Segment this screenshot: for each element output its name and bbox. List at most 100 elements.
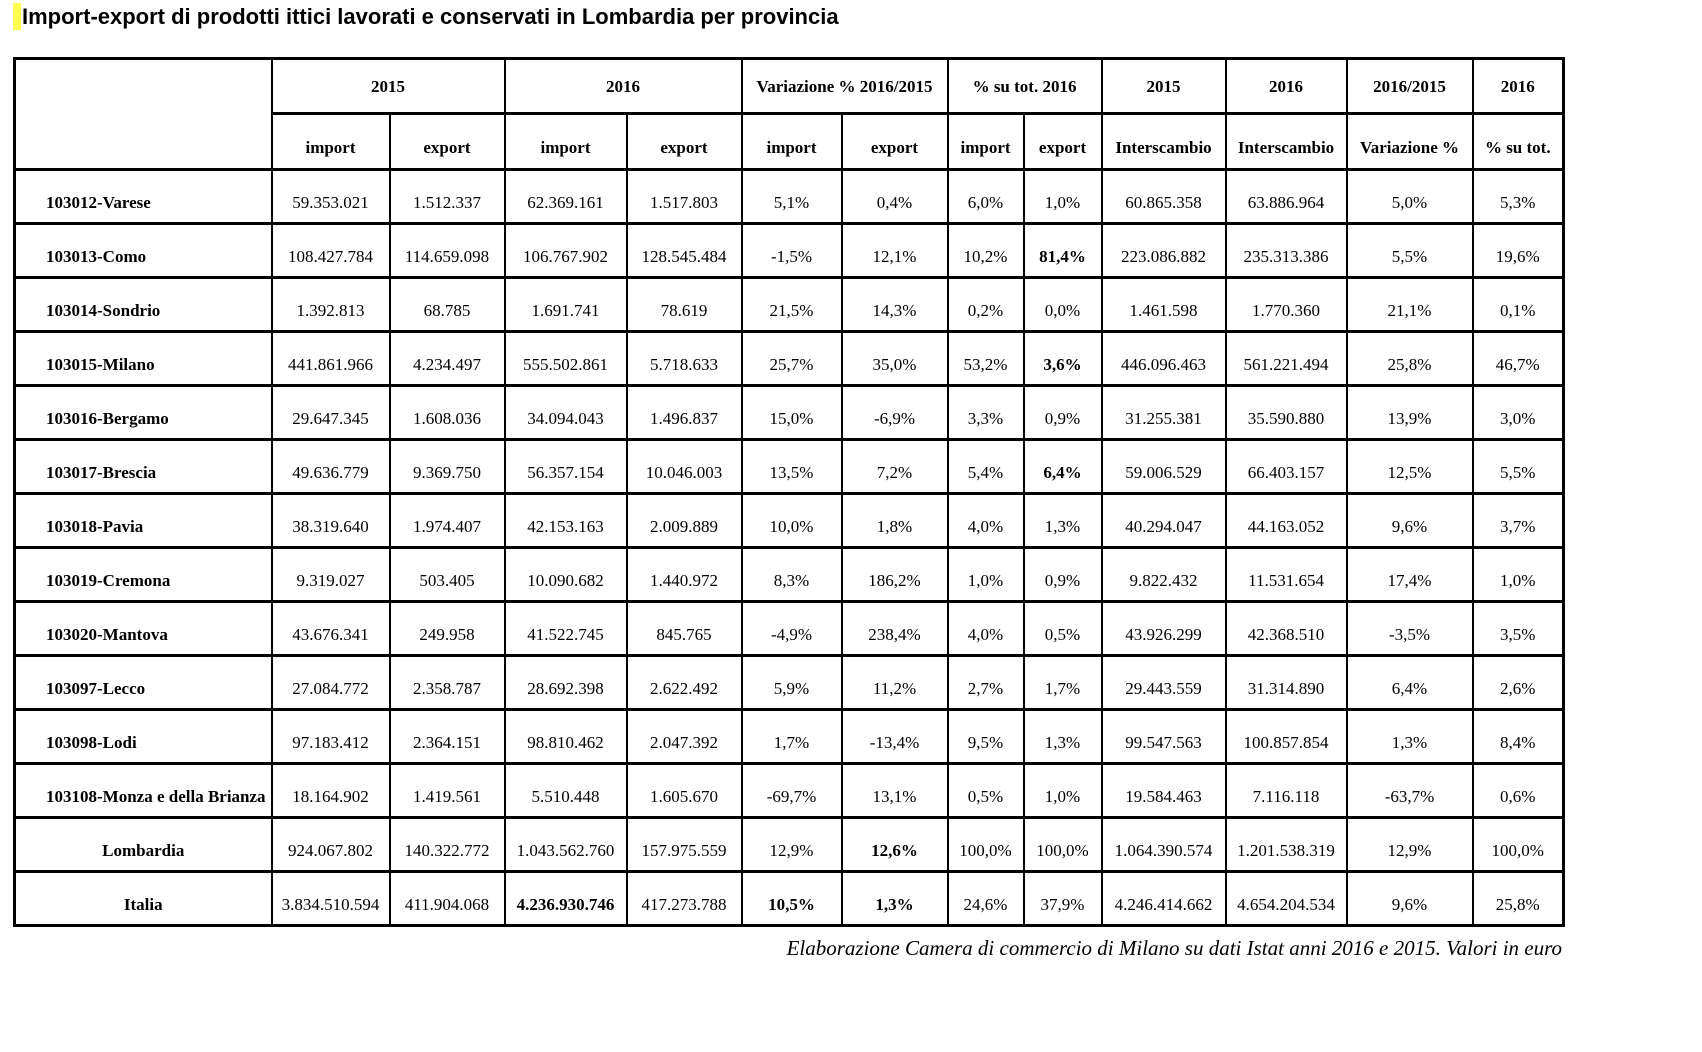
- table-cell: 5,3%: [1471, 168, 1565, 225]
- table-cell: 8,4%: [1471, 708, 1565, 765]
- table-cell: -6,9%: [840, 384, 949, 441]
- table-cell: 3,5%: [1471, 600, 1565, 657]
- table-cell: 1.608.036: [388, 384, 506, 441]
- header-sub-row: import export import export import expor…: [15, 112, 1565, 171]
- table-cell: -1,5%: [740, 222, 843, 279]
- table-cell: 9,6%: [1345, 492, 1474, 549]
- row-label: 103020-Mantova: [13, 600, 273, 657]
- table-cell: 106.767.902: [503, 222, 628, 279]
- table-cell: 9.369.750: [388, 438, 506, 495]
- table-cell: 1.043.562.760: [503, 816, 628, 873]
- table-cell: 3,0%: [1471, 384, 1565, 441]
- row-label: 103012-Varese: [13, 168, 273, 225]
- table-cell: 1,0%: [1022, 168, 1103, 225]
- table-cell: 5.510.448: [503, 762, 628, 819]
- column-subheader: Variazione %: [1345, 112, 1474, 171]
- table-cell: 0,2%: [946, 276, 1025, 333]
- table-row: 103097-Lecco 27.084.772 2.358.787 28.692.39…: [13, 654, 1565, 711]
- table-cell: 78.619: [625, 276, 743, 333]
- table-cell: 12,1%: [840, 222, 949, 279]
- table-cell: 1.605.670: [625, 762, 743, 819]
- table-cell: 37,9%: [1022, 870, 1103, 927]
- table-cell: 1.770.360: [1224, 276, 1348, 333]
- table-cell: 12,9%: [1345, 816, 1474, 873]
- table-cell: 0,4%: [840, 168, 949, 225]
- table-cell: 56.357.154: [503, 438, 628, 495]
- table-cell: 25,8%: [1345, 330, 1474, 387]
- table-cell: -63,7%: [1345, 762, 1474, 819]
- table-cell: 5,0%: [1345, 168, 1474, 225]
- table-cell: 28.692.398: [503, 654, 628, 711]
- table-cell: 98.810.462: [503, 708, 628, 765]
- table-cell: 235.313.386: [1224, 222, 1348, 279]
- column-subheader: import: [946, 112, 1025, 171]
- table-cell: 11.531.654: [1224, 546, 1348, 603]
- table-cell: 21,1%: [1345, 276, 1474, 333]
- table-cell: 29.647.345: [270, 384, 391, 441]
- table-cell: 34.094.043: [503, 384, 628, 441]
- table-cell: 68.785: [388, 276, 506, 333]
- table-cell: 924.067.802: [270, 816, 391, 873]
- table-cell: 12,6%: [840, 816, 949, 873]
- table-cell: 561.221.494: [1224, 330, 1348, 387]
- table-cell: 0,9%: [1022, 384, 1103, 441]
- table-cell: 21,5%: [740, 276, 843, 333]
- table-cell: 446.096.463: [1100, 330, 1227, 387]
- table-cell: 29.443.559: [1100, 654, 1227, 711]
- table-cell: 9.319.027: [270, 546, 391, 603]
- table-cell: 100.857.854: [1224, 708, 1348, 765]
- table-cell: 1.440.972: [625, 546, 743, 603]
- table-cell: 7,2%: [840, 438, 949, 495]
- table-cell: 5.718.633: [625, 330, 743, 387]
- table-cell: 31.255.381: [1100, 384, 1227, 441]
- row-label: 103108-Monza e della Brianza: [13, 762, 273, 819]
- table-cell: 417.273.788: [625, 870, 743, 927]
- row-label: 103013-Como: [13, 222, 273, 279]
- import-export-table: 2015 2016 Variazione % 2016/2015 % su to…: [13, 57, 1566, 927]
- table-cell: 4.246.414.662: [1100, 870, 1227, 927]
- table-cell: 1,0%: [1022, 762, 1103, 819]
- table-cell: 100,0%: [1471, 816, 1565, 873]
- column-group-header: 2016: [1224, 57, 1348, 115]
- row-label: Lombardia: [13, 816, 273, 873]
- table-cell: 42.153.163: [503, 492, 628, 549]
- column-subheader: Interscambio: [1224, 112, 1348, 171]
- header-group-row: 2015 2016 Variazione % 2016/2015 % su to…: [13, 57, 1565, 171]
- table-cell: 238,4%: [840, 600, 949, 657]
- table-header: 2015 2016 Variazione % 2016/2015 % su to…: [13, 57, 1565, 171]
- table-cell: 3,7%: [1471, 492, 1565, 549]
- table-cell: 9,6%: [1345, 870, 1474, 927]
- source-note: Elaborazione Camera di commercio di Mila…: [786, 936, 1562, 960]
- table-cell: 46,7%: [1471, 330, 1565, 387]
- table-cell: 2.364.151: [388, 708, 506, 765]
- table-cell: 13,1%: [840, 762, 949, 819]
- table-cell: 8,3%: [740, 546, 843, 603]
- table-cell: 140.322.772: [388, 816, 506, 873]
- row-label: 103017-Brescia: [13, 438, 273, 495]
- table-row: 103020-Mantova 43.676.341 249.958 41.522.74…: [13, 600, 1565, 657]
- column-group-header: 2016: [503, 57, 743, 115]
- row-label: 103019-Cremona: [13, 546, 273, 603]
- highlight-marker-icon: [13, 3, 21, 30]
- table-cell: 43.676.341: [270, 600, 391, 657]
- table-cell: 3,6%: [1022, 330, 1103, 387]
- table-cell: 25,7%: [740, 330, 843, 387]
- table-cell: 19,6%: [1471, 222, 1565, 279]
- table-row: 103012-Varese 59.353.021 1.512.337 62.369.1…: [13, 168, 1565, 225]
- table-cell: 186,2%: [840, 546, 949, 603]
- column-group-header: 2016: [1471, 57, 1565, 115]
- table-cell: 845.765: [625, 600, 743, 657]
- table-row: 103014-Sondrio 1.392.813 68.785 1.691.741 78…: [13, 276, 1565, 333]
- table-cell: 441.861.966: [270, 330, 391, 387]
- table-cell: 2.009.889: [625, 492, 743, 549]
- table-cell: 44.163.052: [1224, 492, 1348, 549]
- table-cell: 1.517.803: [625, 168, 743, 225]
- column-group-header: Variazione % 2016/2015: [740, 57, 949, 115]
- table-row: 103018-Pavia 38.319.640 1.974.407 42.153.16…: [13, 492, 1565, 549]
- table-cell: 1,7%: [740, 708, 843, 765]
- table-cell: 4.234.497: [388, 330, 506, 387]
- table-cell: 1,0%: [946, 546, 1025, 603]
- table-cell: 1,3%: [1022, 492, 1103, 549]
- table-cell: 9,5%: [946, 708, 1025, 765]
- table-cell: 19.584.463: [1100, 762, 1227, 819]
